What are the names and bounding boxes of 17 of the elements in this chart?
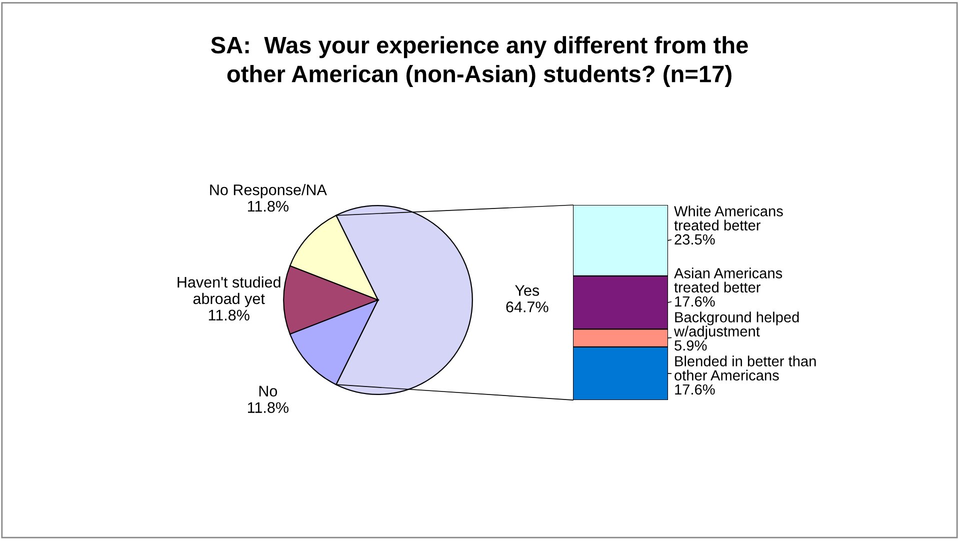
data-label: 17.6% <box>675 296 715 307</box>
slice-label: No Response/NA <box>210 184 327 198</box>
series-label: Asian Americans treated better <box>674 268 782 293</box>
data-label: 17.6% <box>675 384 715 395</box>
slice-label: No <box>259 386 278 397</box>
data-label: 11.8% <box>248 200 288 212</box>
data-label: 11.8% <box>248 402 288 413</box>
slice-label: Haven't studied abroad yet <box>178 276 280 308</box>
data-label: 11.8% <box>208 310 250 321</box>
data-label: 23.5% <box>674 234 715 245</box>
slice-label: Yes <box>515 285 540 296</box>
series-label: Blended in better than other Americans <box>674 356 816 381</box>
data-label: 64.7% <box>506 302 548 312</box>
data-label: 5.9% <box>674 340 707 351</box>
series-label: Background helped w/adjustment <box>674 312 799 340</box>
series-label: White Americans treated better <box>674 206 783 230</box>
chart-title: SA: Was your experience any different from the other American (non-Asian) students? (n=17) <box>211 36 748 88</box>
